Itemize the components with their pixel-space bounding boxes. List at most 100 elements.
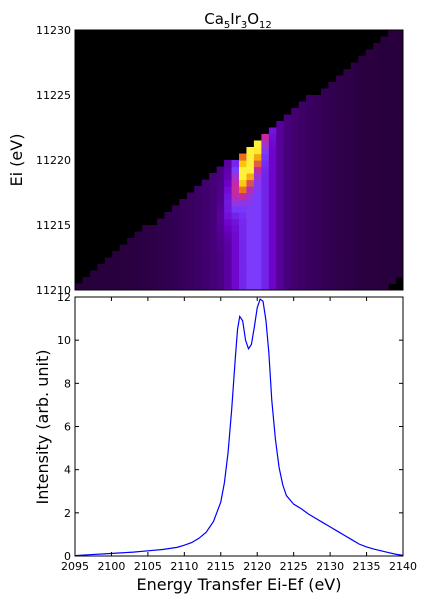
heatmap-cell: [380, 95, 389, 103]
heatmap-cell: [164, 277, 173, 285]
heatmap-cell: [350, 62, 359, 70]
heatmap-cell: [321, 231, 330, 239]
heatmap-cell: [373, 238, 382, 246]
heatmap-cell: [328, 153, 337, 161]
heatmap-cell: [321, 205, 330, 213]
heatmap-cell: [134, 231, 143, 239]
heatmap-cell: [253, 166, 262, 174]
heatmap-y-axis-label: Ei (eV): [7, 134, 26, 187]
heatmap-cell: [350, 166, 359, 174]
heatmap-cell: [276, 134, 285, 142]
heatmap-cell: [335, 166, 344, 174]
heatmap-cell: [350, 95, 359, 103]
heatmap-cell: [328, 166, 337, 174]
heatmap-cell: [171, 257, 180, 265]
heatmap-cell: [283, 192, 292, 200]
heatmap-cell: [261, 277, 270, 285]
heatmap-cell: [283, 179, 292, 187]
heatmap-cell: [335, 283, 344, 290]
heatmap-cell: [201, 238, 210, 246]
heatmap-cell: [321, 238, 330, 246]
heatmap-cell: [231, 218, 240, 226]
heatmap-cell: [365, 179, 374, 187]
heatmap-cell: [298, 186, 307, 194]
heatmap-cell: [142, 251, 151, 259]
heatmap-cell: [209, 173, 218, 181]
heatmap-cell: [209, 283, 218, 290]
heatmap-cell: [149, 257, 158, 265]
heatmap-cell: [239, 251, 248, 259]
heatmap-cell: [261, 186, 270, 194]
heatmap-cell: [194, 199, 203, 207]
heatmap-cell: [343, 225, 352, 233]
heatmap-cell: [335, 257, 344, 265]
heatmap-cell: [261, 244, 270, 252]
heatmap-cell: [276, 173, 285, 181]
heatmap-cell: [291, 147, 300, 155]
heatmap-cell: [246, 244, 255, 252]
heatmap-cell: [350, 160, 359, 168]
heatmap-cell: [365, 153, 374, 161]
heatmap-cell: [127, 238, 136, 246]
heatmap-cell: [328, 205, 337, 213]
heatmap-cell: [328, 121, 337, 129]
heatmap-cell: [306, 153, 315, 161]
heatmap-cell: [358, 108, 367, 116]
heatmap-cell: [224, 192, 233, 200]
heatmap-cell: [276, 192, 285, 200]
heatmap-cell: [201, 251, 210, 259]
heatmap-cell: [388, 192, 397, 200]
heatmap-cell: [365, 257, 374, 265]
heatmap-cell: [291, 218, 300, 226]
heatmap-cell: [201, 199, 210, 207]
heatmap-cell: [194, 205, 203, 213]
heatmap-cell: [104, 277, 113, 285]
heatmap-cell: [179, 257, 188, 265]
heatmap-cell: [209, 186, 218, 194]
heatmap-cell: [171, 244, 180, 252]
heatmap-cell: [291, 160, 300, 168]
heatmap-cell: [350, 140, 359, 148]
heatmap-cell: [291, 205, 300, 213]
heatmap-cell: [321, 264, 330, 272]
heatmap-cell: [335, 101, 344, 109]
heatmap-cell: [194, 218, 203, 226]
heatmap-cell: [395, 238, 403, 246]
y-tick-label: 4: [64, 464, 71, 477]
heatmap-cell: [261, 160, 270, 168]
heatmap-cell: [157, 238, 166, 246]
heatmap-cell: [97, 264, 106, 272]
heatmap-cell: [388, 75, 397, 83]
heatmap-cell: [358, 218, 367, 226]
heatmap-cell: [291, 127, 300, 135]
heatmap-cell: [239, 179, 248, 187]
heatmap-cell: [335, 192, 344, 200]
heatmap-cell: [358, 205, 367, 213]
heatmap-cell: [298, 179, 307, 187]
heatmap-cell: [373, 62, 382, 70]
heatmap-cell: [306, 251, 315, 259]
heatmap-cell: [373, 121, 382, 129]
heatmap-cell: [224, 264, 233, 272]
heatmap-cell: [104, 257, 113, 265]
heatmap-cell: [395, 43, 403, 51]
heatmap-cell: [268, 283, 277, 290]
heatmap-cell: [388, 244, 397, 252]
heatmap-cell: [224, 166, 233, 174]
heatmap-cell: [321, 192, 330, 200]
heatmap-cell: [186, 257, 195, 265]
heatmap-cell: [373, 43, 382, 51]
heatmap-cell: [365, 192, 374, 200]
heatmap-cell: [388, 251, 397, 259]
heatmap-cell: [395, 205, 403, 213]
heatmap-cell: [343, 218, 352, 226]
heatmap-cell: [388, 186, 397, 194]
heatmap-cell: [328, 257, 337, 265]
heatmap-cell: [350, 199, 359, 207]
heatmap-cell: [209, 199, 218, 207]
heatmap-cell: [179, 238, 188, 246]
heatmap-cell: [343, 147, 352, 155]
heatmap-cell: [179, 283, 188, 290]
heatmap-cell: [306, 244, 315, 252]
heatmap-cell: [350, 186, 359, 194]
